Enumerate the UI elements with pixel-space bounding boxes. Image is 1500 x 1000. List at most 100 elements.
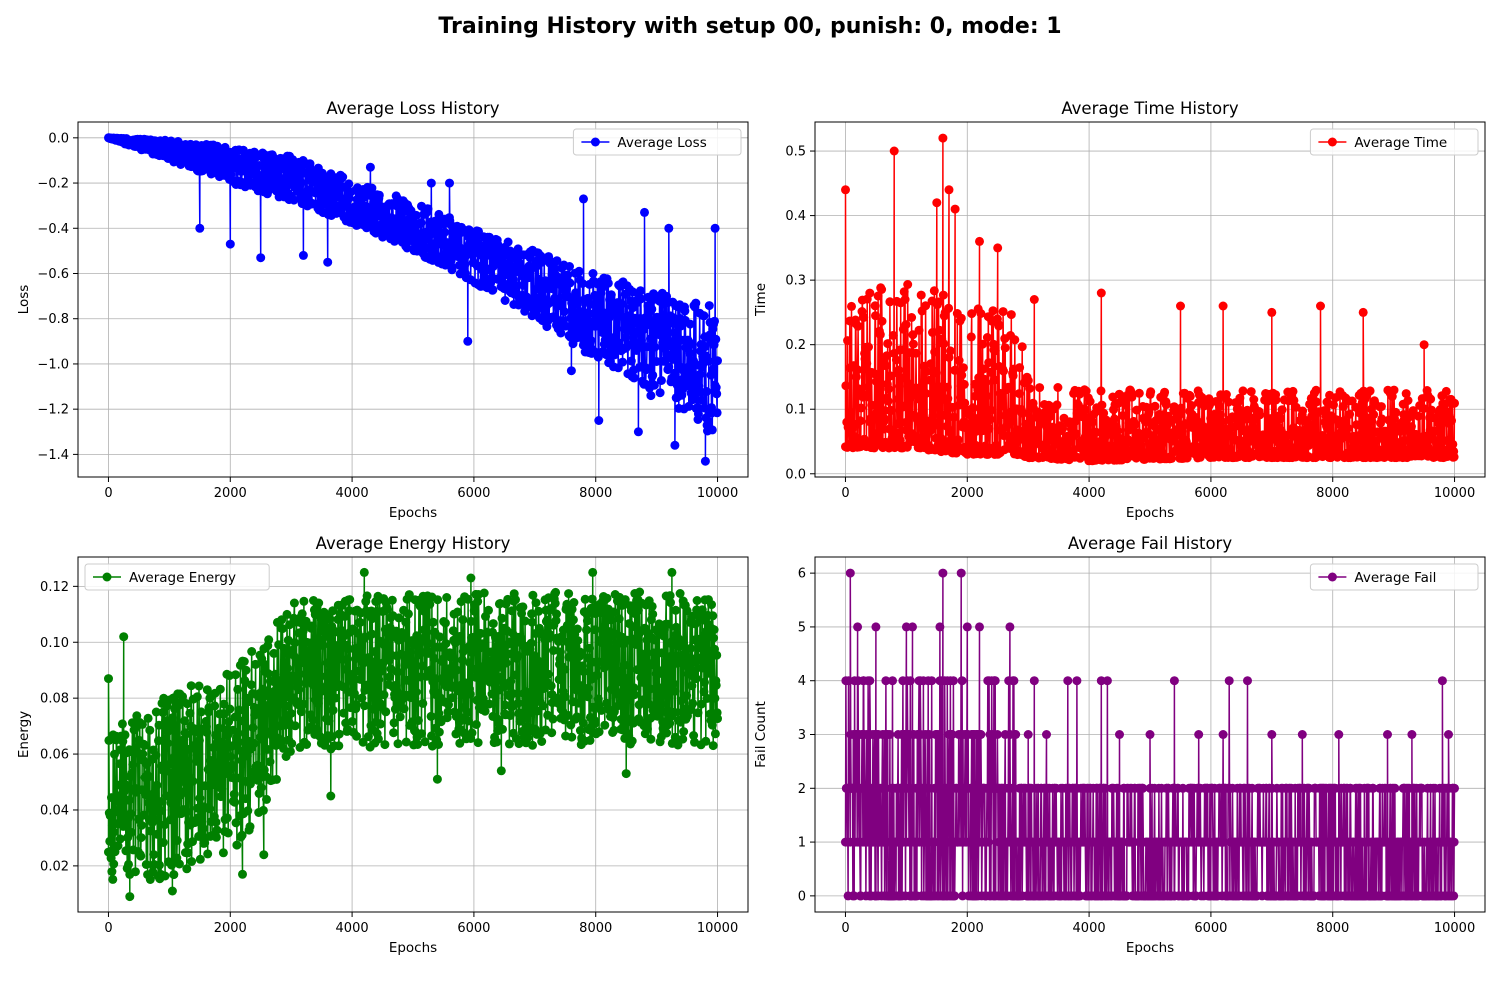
data-point bbox=[180, 716, 190, 726]
data-point bbox=[518, 602, 528, 612]
data-point bbox=[136, 851, 146, 861]
data-point bbox=[907, 313, 917, 322]
data-point bbox=[150, 788, 160, 798]
data-point bbox=[1130, 419, 1140, 429]
data-point bbox=[446, 653, 456, 662]
data-point bbox=[466, 573, 476, 583]
data-point bbox=[243, 806, 253, 816]
data-point bbox=[582, 625, 591, 635]
data-point bbox=[1011, 730, 1021, 739]
data-point bbox=[230, 712, 240, 722]
data-point bbox=[285, 620, 295, 630]
data-point bbox=[217, 784, 227, 794]
data-point bbox=[1025, 384, 1035, 393]
data-point bbox=[576, 681, 586, 691]
data-point bbox=[1309, 429, 1319, 439]
data-point bbox=[1124, 425, 1134, 435]
data-point bbox=[679, 727, 689, 737]
data-point bbox=[455, 738, 465, 748]
data-point bbox=[1015, 426, 1025, 436]
data-point bbox=[1433, 418, 1443, 428]
data-point bbox=[356, 674, 365, 684]
data-point bbox=[1377, 414, 1387, 424]
data-point bbox=[982, 333, 992, 342]
data-point bbox=[574, 266, 584, 276]
data-point bbox=[921, 389, 931, 398]
data-point bbox=[463, 707, 473, 717]
y-tick-label: −0.8 bbox=[37, 312, 69, 327]
data-point bbox=[583, 692, 593, 702]
data-point bbox=[351, 700, 361, 710]
data-point bbox=[642, 342, 652, 352]
data-point bbox=[881, 676, 891, 686]
data-point bbox=[467, 647, 477, 657]
data-point bbox=[192, 751, 202, 761]
data-point bbox=[985, 414, 995, 424]
data-point bbox=[665, 591, 675, 601]
data-point bbox=[387, 595, 397, 605]
data-point bbox=[130, 867, 140, 877]
data-point bbox=[537, 737, 547, 746]
data-point bbox=[656, 376, 666, 385]
data-point bbox=[675, 640, 685, 650]
data-point bbox=[1230, 422, 1240, 432]
data-point bbox=[434, 727, 444, 737]
data-point bbox=[571, 288, 581, 298]
data-point bbox=[585, 643, 594, 653]
data-point bbox=[657, 648, 667, 658]
data-point bbox=[552, 256, 562, 266]
data-point bbox=[443, 707, 453, 717]
data-point bbox=[1083, 427, 1093, 437]
data-point bbox=[1389, 385, 1399, 395]
data-point bbox=[697, 395, 707, 405]
data-point bbox=[708, 611, 718, 621]
data-point bbox=[990, 346, 1000, 356]
data-point bbox=[367, 629, 377, 639]
data-point bbox=[120, 730, 130, 740]
data-point bbox=[602, 593, 612, 603]
data-point bbox=[322, 658, 332, 668]
data-point bbox=[542, 615, 552, 625]
data-point bbox=[693, 409, 703, 419]
data-point bbox=[580, 594, 590, 604]
data-point bbox=[441, 639, 451, 649]
data-point bbox=[1195, 452, 1205, 462]
energy-history-panel: 0 2000 4000 6000 8000 100000.020.040.060.080.… bbox=[16, 534, 749, 956]
data-point bbox=[587, 594, 597, 604]
data-point bbox=[1419, 404, 1429, 413]
data-point bbox=[413, 740, 423, 749]
data-point bbox=[241, 665, 251, 675]
figure-title: Training History with setup 00, punish: … bbox=[438, 14, 1062, 39]
data-point bbox=[500, 296, 510, 305]
data-point bbox=[444, 700, 453, 710]
y-tick-label: −0.6 bbox=[37, 267, 69, 282]
data-point bbox=[695, 643, 705, 653]
data-point bbox=[290, 721, 300, 731]
data-point bbox=[656, 699, 666, 709]
data-point bbox=[670, 368, 680, 378]
data-point bbox=[555, 647, 565, 657]
data-point bbox=[525, 708, 535, 718]
data-point bbox=[376, 719, 386, 729]
data-point bbox=[699, 311, 709, 321]
data-point bbox=[1085, 397, 1095, 406]
data-point bbox=[999, 366, 1008, 376]
data-point bbox=[380, 740, 390, 750]
data-point bbox=[144, 772, 154, 782]
data-point bbox=[406, 693, 416, 703]
data-point bbox=[538, 701, 548, 711]
data-point bbox=[488, 619, 498, 629]
data-point bbox=[548, 282, 558, 292]
data-point bbox=[586, 335, 596, 345]
y-tick-label: −0.2 bbox=[37, 177, 69, 192]
data-point bbox=[654, 619, 664, 629]
data-point bbox=[321, 671, 331, 681]
data-point bbox=[169, 870, 179, 880]
data-point bbox=[262, 794, 271, 804]
data-point bbox=[218, 848, 228, 858]
data-point bbox=[119, 632, 129, 642]
data-point bbox=[1071, 416, 1081, 426]
data-point bbox=[1401, 389, 1411, 399]
data-point bbox=[232, 840, 242, 850]
data-point bbox=[596, 705, 606, 715]
